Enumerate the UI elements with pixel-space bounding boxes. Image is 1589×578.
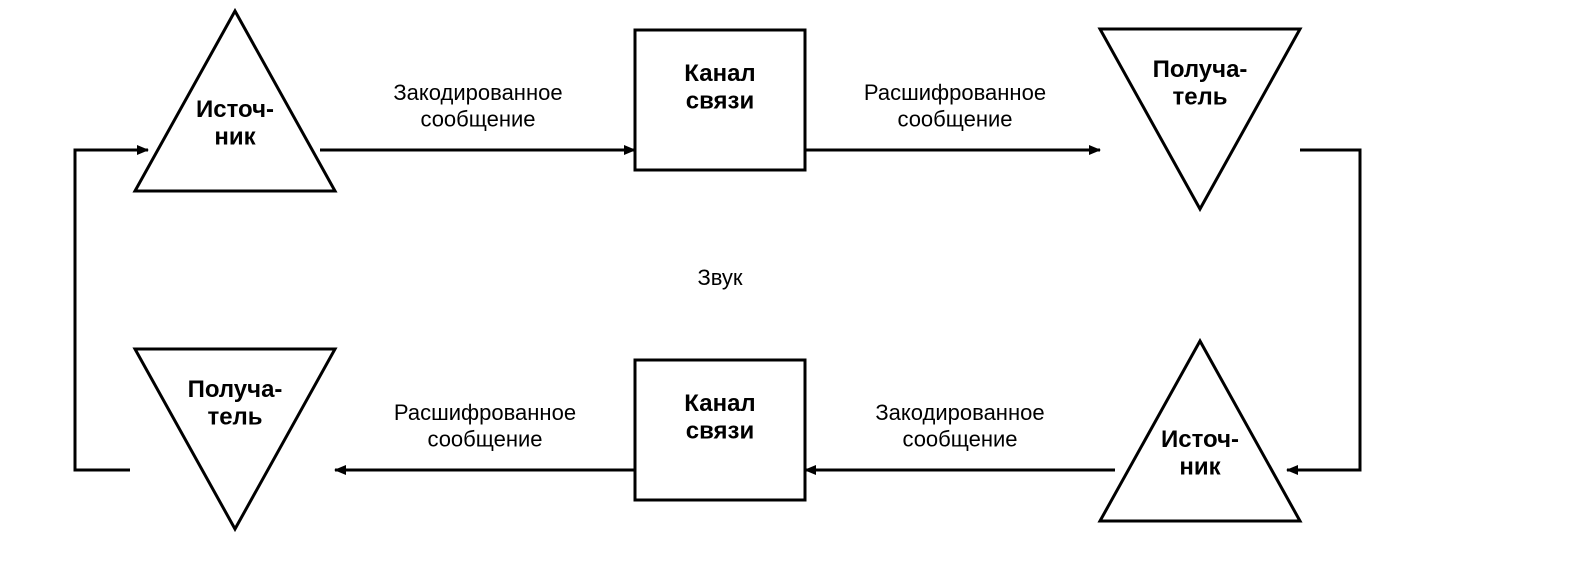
node-label-source_bottom: Источ-ник [1161, 426, 1239, 481]
arrow-label-channel_bot_to_recv_bot: Расшифрованноесообщение [394, 400, 576, 451]
node-receiver_bottom: Получа-тель [135, 349, 335, 529]
node-label-source_top: Источ-ник [196, 96, 274, 151]
feedback-right [1287, 150, 1360, 470]
node-source_top: Источ-ник [135, 11, 335, 191]
arrow-label-src_top_to_channel_top: Закодированноесообщение [393, 80, 562, 131]
node-label-receiver_top: Получа-тель [1153, 56, 1248, 111]
node-channel_bottom: Каналсвязи [635, 360, 805, 500]
node-channel_top: Каналсвязи [635, 30, 805, 170]
node-label-channel_top: Каналсвязи [684, 60, 755, 115]
center-label: Звук [697, 265, 742, 290]
node-source_bottom: Источ-ник [1100, 341, 1300, 521]
arrow-label-src_bot_to_channel_bot: Закодированноесообщение [875, 400, 1044, 451]
node-receiver_top: Получа-тель [1100, 29, 1300, 209]
node-label-channel_bottom: Каналсвязи [684, 390, 755, 445]
node-label-receiver_bottom: Получа-тель [188, 376, 283, 431]
arrow-label-channel_top_to_recv_top: Расшифрованноесообщение [864, 80, 1046, 131]
communication-diagram: Закодированноесообщение Расшифрованноесоо… [0, 0, 1589, 578]
feedback-left [75, 150, 148, 470]
